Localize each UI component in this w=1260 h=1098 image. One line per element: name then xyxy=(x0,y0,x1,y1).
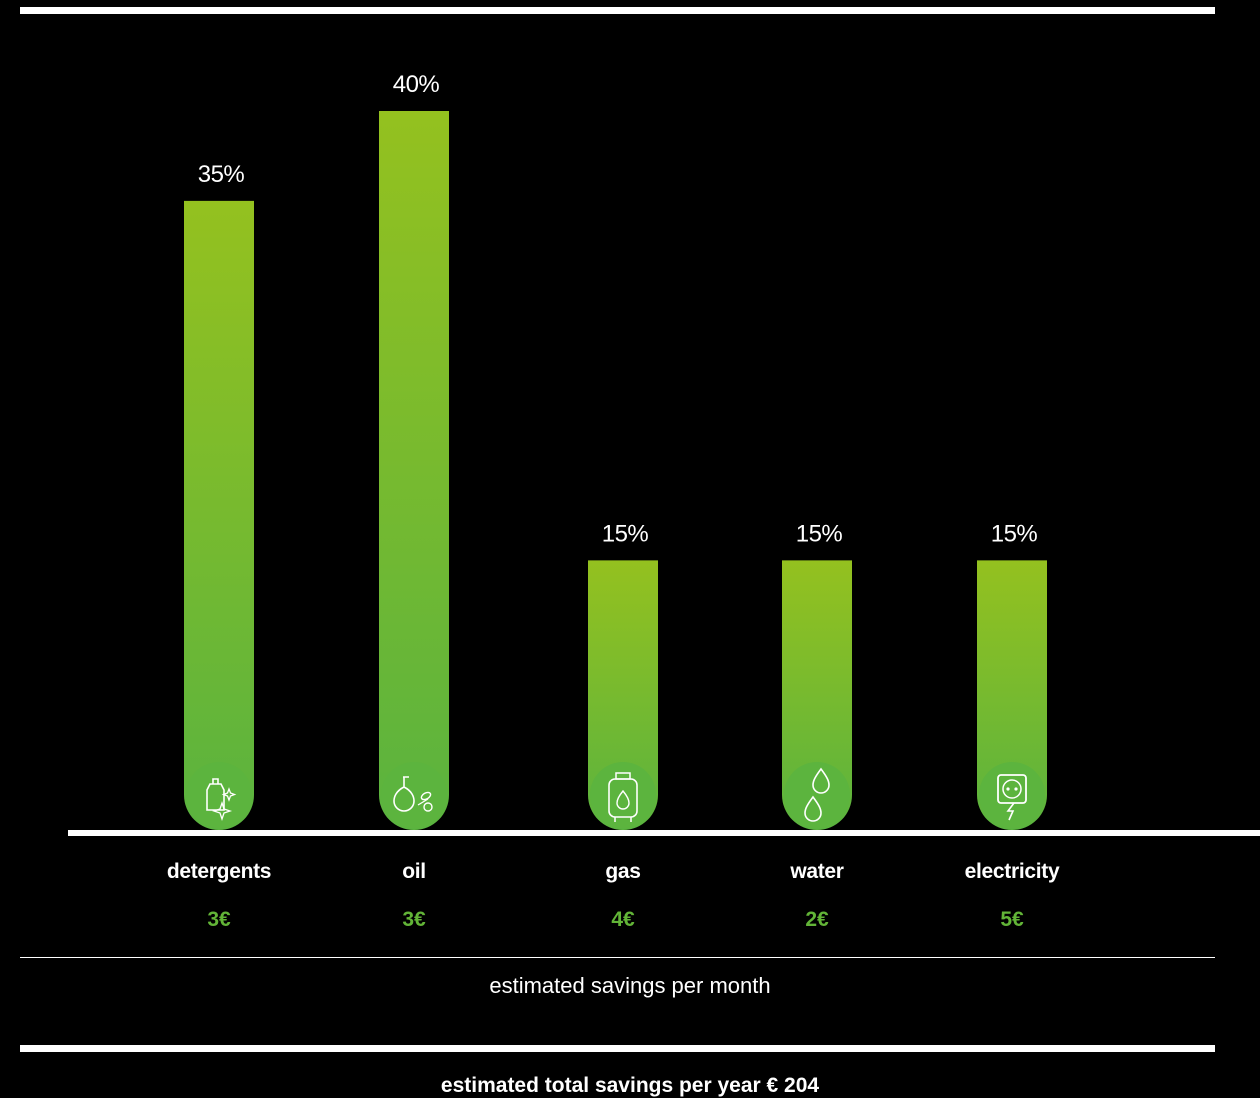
spray-bottle-icon xyxy=(206,778,237,822)
category-label-electricity: electricity xyxy=(964,860,1060,883)
bar-water xyxy=(782,560,852,830)
bar-detergents xyxy=(184,200,254,830)
bar-value-label: 15% xyxy=(796,520,843,547)
icon-disc-detergents xyxy=(186,762,252,828)
monthly-saving-oil: 3€ xyxy=(402,908,426,931)
power-socket-icon xyxy=(997,774,1027,821)
bar-electricity xyxy=(977,560,1047,830)
category-label-water: water xyxy=(790,860,844,883)
bar-value-label: 35% xyxy=(198,161,245,188)
category-label-gas: gas xyxy=(605,860,641,883)
category-label-detergents: detergents xyxy=(166,860,272,883)
bar-chart: 35% 40% 15% 15% 15% xyxy=(184,71,1047,830)
monthly-saving-detergents: 3€ xyxy=(207,908,231,931)
oil-bottle-icon xyxy=(393,776,433,812)
icon-disc-oil xyxy=(381,762,447,828)
icon-disc-electricity xyxy=(979,762,1045,828)
monthly-savings-caption: estimated savings per month xyxy=(489,973,771,998)
icon-disc-gas xyxy=(590,762,656,828)
yearly-total-caption: estimated total savings per year € 204 xyxy=(440,1074,820,1097)
monthly-saving-electricity: 5€ xyxy=(1000,908,1024,931)
water-drops-icon xyxy=(804,767,830,822)
bar-value-label: 15% xyxy=(991,520,1038,547)
baseline-axis xyxy=(68,830,1260,836)
monthly-saving-water: 2€ xyxy=(805,908,829,931)
category-label-oil: oil xyxy=(402,860,426,883)
monthly-saving-gas: 4€ xyxy=(611,908,635,931)
bar-oil xyxy=(379,111,449,830)
total-rule xyxy=(20,1045,1215,1052)
bar-gas xyxy=(588,560,658,830)
icon-disc-water xyxy=(784,762,850,828)
gas-cylinder-icon xyxy=(608,772,638,822)
bar-value-label: 40% xyxy=(393,71,440,98)
bar-value-label: 15% xyxy=(602,520,649,547)
divider-rule xyxy=(20,957,1215,958)
top-rule xyxy=(20,7,1215,14)
